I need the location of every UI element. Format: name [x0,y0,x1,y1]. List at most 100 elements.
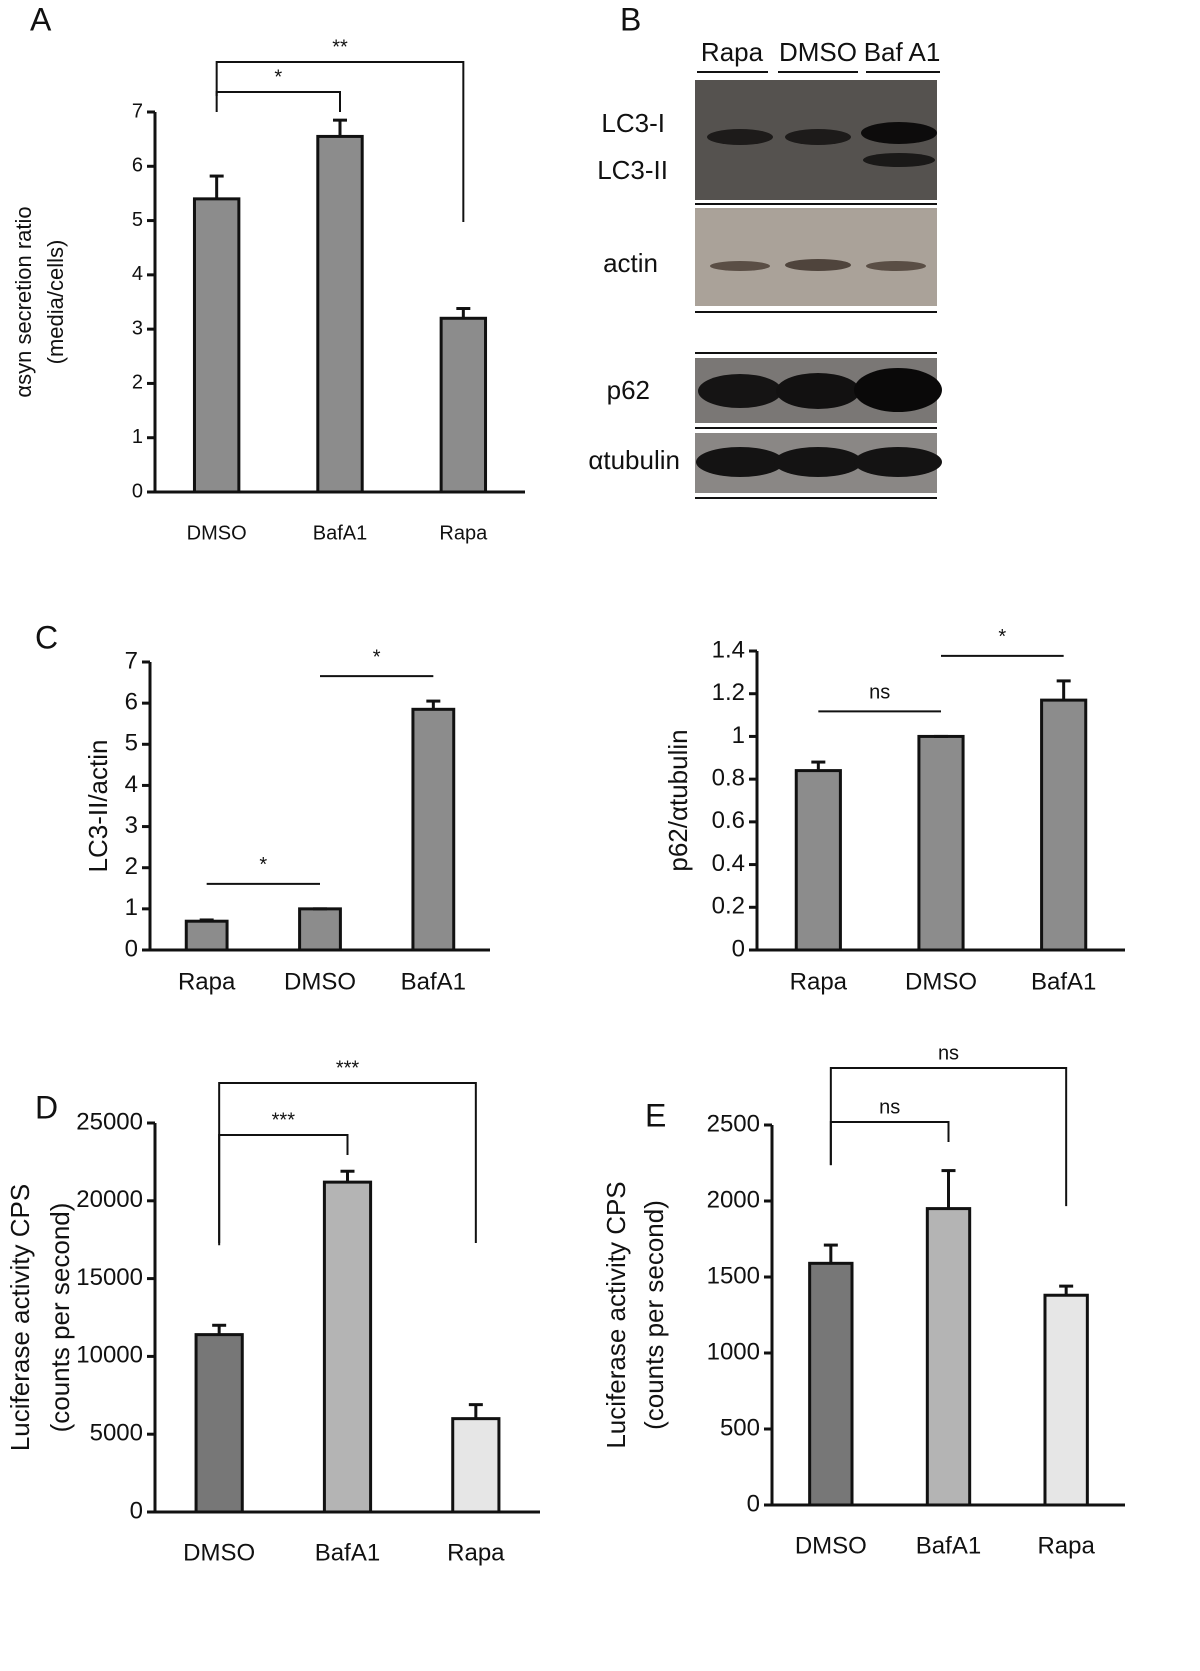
band [866,261,926,271]
x-tick-label: BafA1 [401,968,466,995]
band [861,122,937,144]
y-axis-label: Luciferase activity CPS [5,1184,35,1451]
bar [794,769,842,952]
significance-bracket [218,1082,477,1243]
y-tick-label: 1 [132,426,143,448]
y-tick-label: 1 [732,722,745,749]
y-tick-label: 25000 [76,1108,143,1135]
y-axis-label: Luciferase activity CPS [601,1181,631,1448]
y-tick-label: 2 [132,372,143,394]
band-label: αtubulin [588,445,680,475]
significance-bracket [215,61,465,222]
lane-label: DMSO [779,37,857,67]
y-tick-label: 4 [125,771,138,798]
panel-label: A [30,1,52,37]
x-tick-label: Rapa [439,522,488,544]
y-axis-label: p62/αtubulin [663,729,693,871]
panel-label: B [620,1,641,37]
significance-label: *** [336,1057,360,1079]
y-tick-label: 5 [125,730,138,757]
y-tick-label: 3 [132,317,143,339]
band [776,373,860,409]
x-tick-label: Rapa [447,1539,505,1566]
band [696,447,784,477]
band [710,261,770,271]
lane-label: Baf A1 [864,37,941,67]
x-tick-label: BafA1 [315,1539,380,1566]
y-tick-label: 0 [732,935,745,962]
y-tick-label: 0 [747,1490,760,1517]
significance-label: * [373,646,381,668]
bar [451,1417,501,1514]
bar [184,919,229,952]
x-tick-label: DMSO [284,968,356,995]
y-axis-label: LC3-II/actin [83,740,113,873]
y-tick-label: 10000 [76,1342,143,1369]
bar [411,707,456,952]
x-tick-label: BafA1 [313,522,367,544]
significance-label: *** [272,1109,296,1131]
x-tick-label: DMSO [187,522,247,544]
western-blot: Rapa DMSO Baf A1 LC3-I LC3-II actin p62 … [588,37,942,499]
blot-image [695,208,937,306]
band [707,129,773,145]
bar [298,907,342,952]
y-tick-label: 0.2 [712,893,745,920]
y-tick-label: 7 [125,647,138,674]
bar [1043,1293,1089,1507]
y-axis-label: (counts per second) [639,1200,669,1430]
band [854,368,942,412]
panel-label: C [35,619,58,655]
x-tick-label: BafA1 [916,1532,981,1559]
y-axis-label: αsyn secretion ratio [11,206,36,397]
band [785,259,851,271]
significance-label: * [274,66,282,88]
significance-label: ns [879,1096,900,1118]
significance-label: * [998,626,1006,648]
y-tick-label: 0.8 [712,764,745,791]
bar [194,1333,244,1514]
y-tick-label: 0 [130,1497,143,1524]
lane-label: Rapa [701,37,764,67]
band-label: actin [603,248,658,278]
band [863,153,935,167]
y-tick-label: 0 [132,480,143,502]
significance-bracket [829,1121,950,1166]
y-tick-label: 2000 [707,1186,760,1213]
significance-label: ns [869,682,890,704]
y-tick-label: 1 [125,894,138,921]
bar [1040,698,1088,952]
y-tick-label: 1000 [707,1338,760,1365]
y-axis-label: (counts per second) [45,1203,75,1433]
x-tick-label: DMSO [183,1539,255,1566]
y-tick-label: 3 [125,812,138,839]
y-axis-label: (media/cells) [43,240,68,365]
significance-bracket [829,1067,1068,1207]
band-label: LC3-II [597,155,668,185]
x-tick-label: DMSO [905,968,977,995]
band-label: LC3-I [601,108,665,138]
band [774,447,862,477]
x-tick-label: BafA1 [1031,968,1096,995]
panel-label: E [645,1097,666,1133]
y-tick-label: 15000 [76,1264,143,1291]
band-label: p62 [607,375,650,405]
y-tick-label: 6 [132,155,143,177]
y-tick-label: 7 [132,100,143,122]
bar [925,1207,972,1507]
panel-label: D [35,1089,58,1125]
y-tick-label: 5000 [90,1420,143,1447]
y-tick-label: 0.6 [712,807,745,834]
band [854,447,942,477]
band [698,374,782,408]
y-tick-label: 20000 [76,1186,143,1213]
y-tick-label: 0 [125,935,138,962]
bar [808,1261,854,1507]
x-tick-label: Rapa [178,968,236,995]
bar [322,1180,373,1514]
y-tick-label: 1.4 [712,636,745,663]
x-tick-label: Rapa [790,968,848,995]
y-tick-label: 6 [125,688,138,715]
